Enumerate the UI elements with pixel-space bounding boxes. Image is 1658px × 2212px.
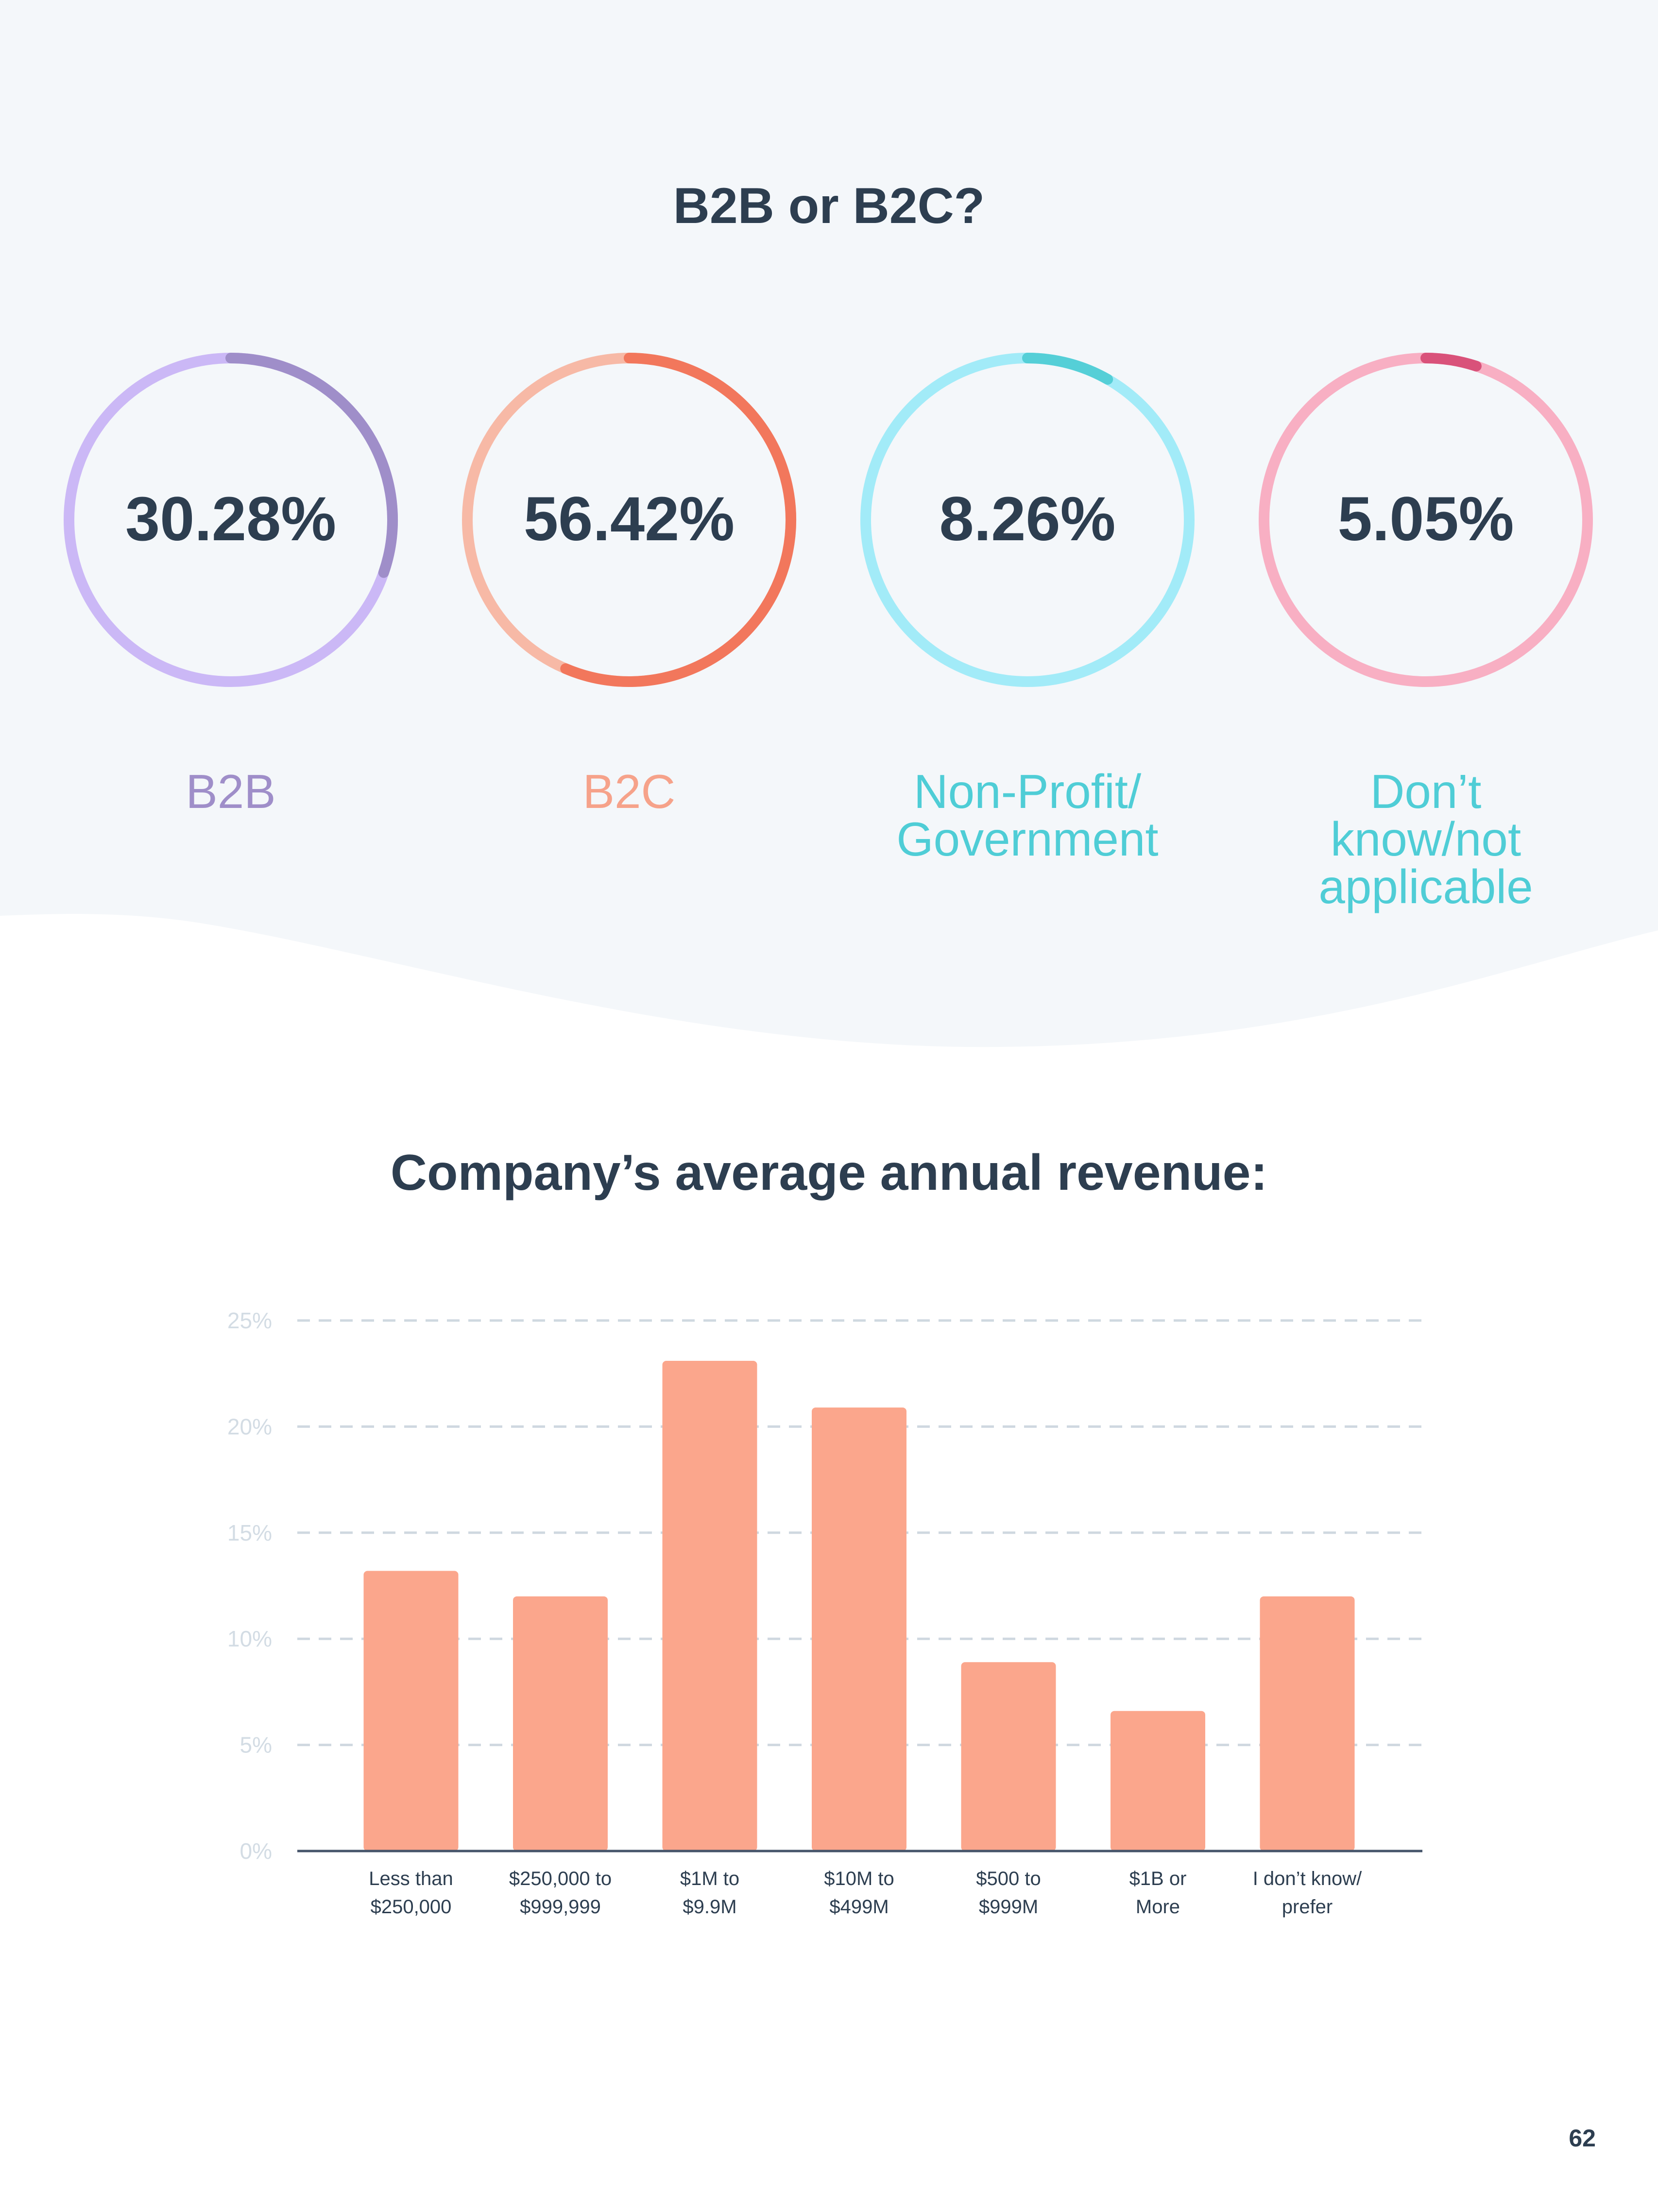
bar xyxy=(812,1407,906,1851)
revenue-bar-chart: 0% 5% 10% 15% 20% 25% Less than $250,000 $250,00… xyxy=(227,1308,1422,1918)
y-tick-label: 25% xyxy=(227,1308,272,1333)
page-number: 62 xyxy=(1569,2125,1596,2152)
x-tick-label: $250,000 to $999,999 xyxy=(509,1868,612,1918)
bar xyxy=(513,1596,608,1851)
x-tick-label: $1M to $9.9M xyxy=(680,1868,739,1918)
bar-chart-title: Company’s average annual revenue: xyxy=(390,1145,1268,1201)
bar xyxy=(1260,1596,1355,1851)
x-tick-label: $500 to $999M xyxy=(976,1868,1041,1918)
donut-3: 8.26% xyxy=(860,353,1195,687)
y-tick-label: 15% xyxy=(227,1520,272,1545)
donut-category-label: Don’t know/not applicable xyxy=(1270,768,1581,910)
y-tick-label: 0% xyxy=(240,1838,272,1864)
x-tick-label: Less than $250,000 xyxy=(369,1868,453,1918)
x-tick-label: $1B or More xyxy=(1129,1868,1187,1918)
header-wave-background xyxy=(0,0,1658,1047)
donut-category-label-line: B2B xyxy=(186,765,276,818)
donut-category-label-line: Government xyxy=(896,812,1159,866)
donut-section-title: B2B or B2C? xyxy=(673,178,985,234)
donut-category-label-line: applicable xyxy=(1318,860,1533,913)
bar xyxy=(662,1360,757,1851)
donut-category-label-line: know/not xyxy=(1330,812,1521,866)
donut-value-label: 56.42% xyxy=(524,484,735,554)
donut-value-label: 8.26% xyxy=(940,484,1116,554)
y-tick-label: 10% xyxy=(227,1626,272,1651)
donut-value-arc xyxy=(560,353,796,687)
bar xyxy=(961,1662,1056,1851)
donut-value-label: 5.05% xyxy=(1338,484,1514,554)
y-tick-label: 20% xyxy=(227,1414,272,1439)
x-tick-label: $10M to $499M xyxy=(824,1868,894,1918)
donut-2: 56.42% xyxy=(462,353,796,687)
donut-category-label: B2C xyxy=(474,768,785,815)
donut-charts: 30.28% 56.42% 8.26% 5.05% xyxy=(64,353,1593,687)
bar xyxy=(363,1571,459,1851)
bar xyxy=(1111,1711,1205,1851)
donut-value-label: 30.28% xyxy=(125,484,336,554)
donut-category-label: B2B xyxy=(75,768,386,815)
donut-category-label: Non-Profit/Government xyxy=(872,768,1183,863)
donut-value-arc xyxy=(1022,353,1113,385)
donut-value-arc xyxy=(1420,353,1482,372)
donut-category-label-line: Don’t xyxy=(1370,765,1482,818)
x-tick-label: I don’t know/prefer xyxy=(1253,1868,1362,1918)
donut-category-label-line: B2C xyxy=(582,765,676,818)
donut-category-label-line: Non-Profit/ xyxy=(913,765,1142,818)
donut-4: 5.05% xyxy=(1259,353,1593,687)
donut-value-arc xyxy=(225,353,398,578)
donut-1: 30.28% xyxy=(64,353,398,687)
y-tick-label: 5% xyxy=(240,1732,272,1758)
